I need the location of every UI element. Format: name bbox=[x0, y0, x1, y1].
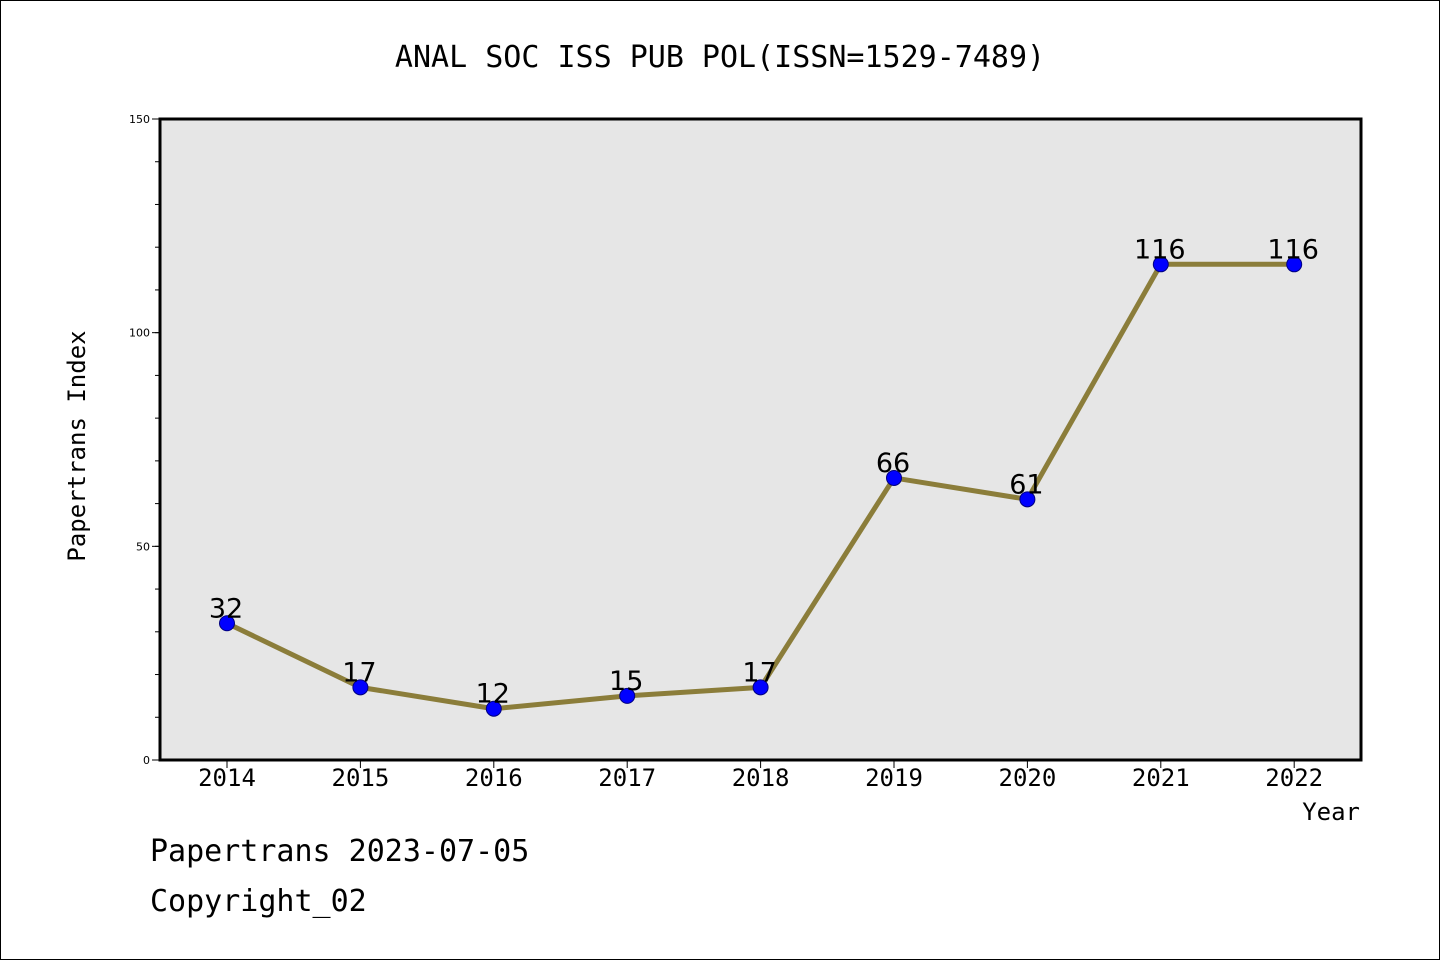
data-point bbox=[886, 469, 902, 486]
data-point bbox=[219, 615, 235, 632]
y-tick-label: 150 bbox=[129, 113, 150, 126]
data-label: 66 bbox=[876, 448, 910, 479]
x-tick-label: 2014 bbox=[198, 764, 256, 792]
data-label: 12 bbox=[476, 679, 510, 710]
data-point bbox=[752, 679, 769, 696]
footer-copyright-text: Copyright_02 bbox=[150, 884, 367, 919]
data-point bbox=[1152, 256, 1169, 273]
x-axis-label: Year bbox=[1302, 798, 1360, 826]
data-point bbox=[1019, 491, 1036, 508]
plot-area bbox=[158, 117, 1363, 762]
data-point bbox=[485, 700, 502, 717]
data-label: 15 bbox=[609, 666, 643, 697]
x-tick-label: 2021 bbox=[1132, 764, 1190, 792]
x-tick-label: 2020 bbox=[999, 764, 1057, 792]
x-tick-label: 2017 bbox=[598, 764, 656, 792]
y-tick-label: 50 bbox=[136, 540, 150, 553]
data-point bbox=[352, 679, 369, 696]
y-axis: 0 50 100 150 bbox=[129, 113, 160, 767]
x-tick-label: 2015 bbox=[332, 764, 390, 792]
chart-title: ANAL SOC ISS PUB POL(ISSN=1529-7489) bbox=[395, 40, 1045, 75]
x-tick-label: 2022 bbox=[1265, 764, 1323, 792]
data-label: 17 bbox=[742, 657, 776, 688]
x-tick-label: 2018 bbox=[732, 764, 790, 792]
data-point bbox=[1286, 256, 1303, 273]
data-label: 116 bbox=[1134, 234, 1186, 265]
data-label: 17 bbox=[342, 657, 376, 688]
y-tick-label: 100 bbox=[129, 327, 150, 340]
x-tick-label: 2016 bbox=[465, 764, 523, 792]
data-label: 116 bbox=[1267, 234, 1319, 265]
x-axis: 2014 2015 2016 2017 2018 2019 2020 2021 2022 bbox=[198, 760, 1323, 792]
footer-date-text: Papertrans 2023-07-05 bbox=[150, 834, 530, 869]
data-label: 32 bbox=[209, 593, 243, 624]
series-layer: 32 17 12 15 17 66 61 116 116 bbox=[209, 234, 1319, 717]
data-point bbox=[619, 687, 636, 704]
x-tick-label: 2019 bbox=[865, 764, 923, 792]
y-tick-label: 0 bbox=[143, 754, 150, 767]
data-label: 61 bbox=[1009, 469, 1043, 500]
y-axis-label: Papertrans Index bbox=[63, 330, 91, 561]
